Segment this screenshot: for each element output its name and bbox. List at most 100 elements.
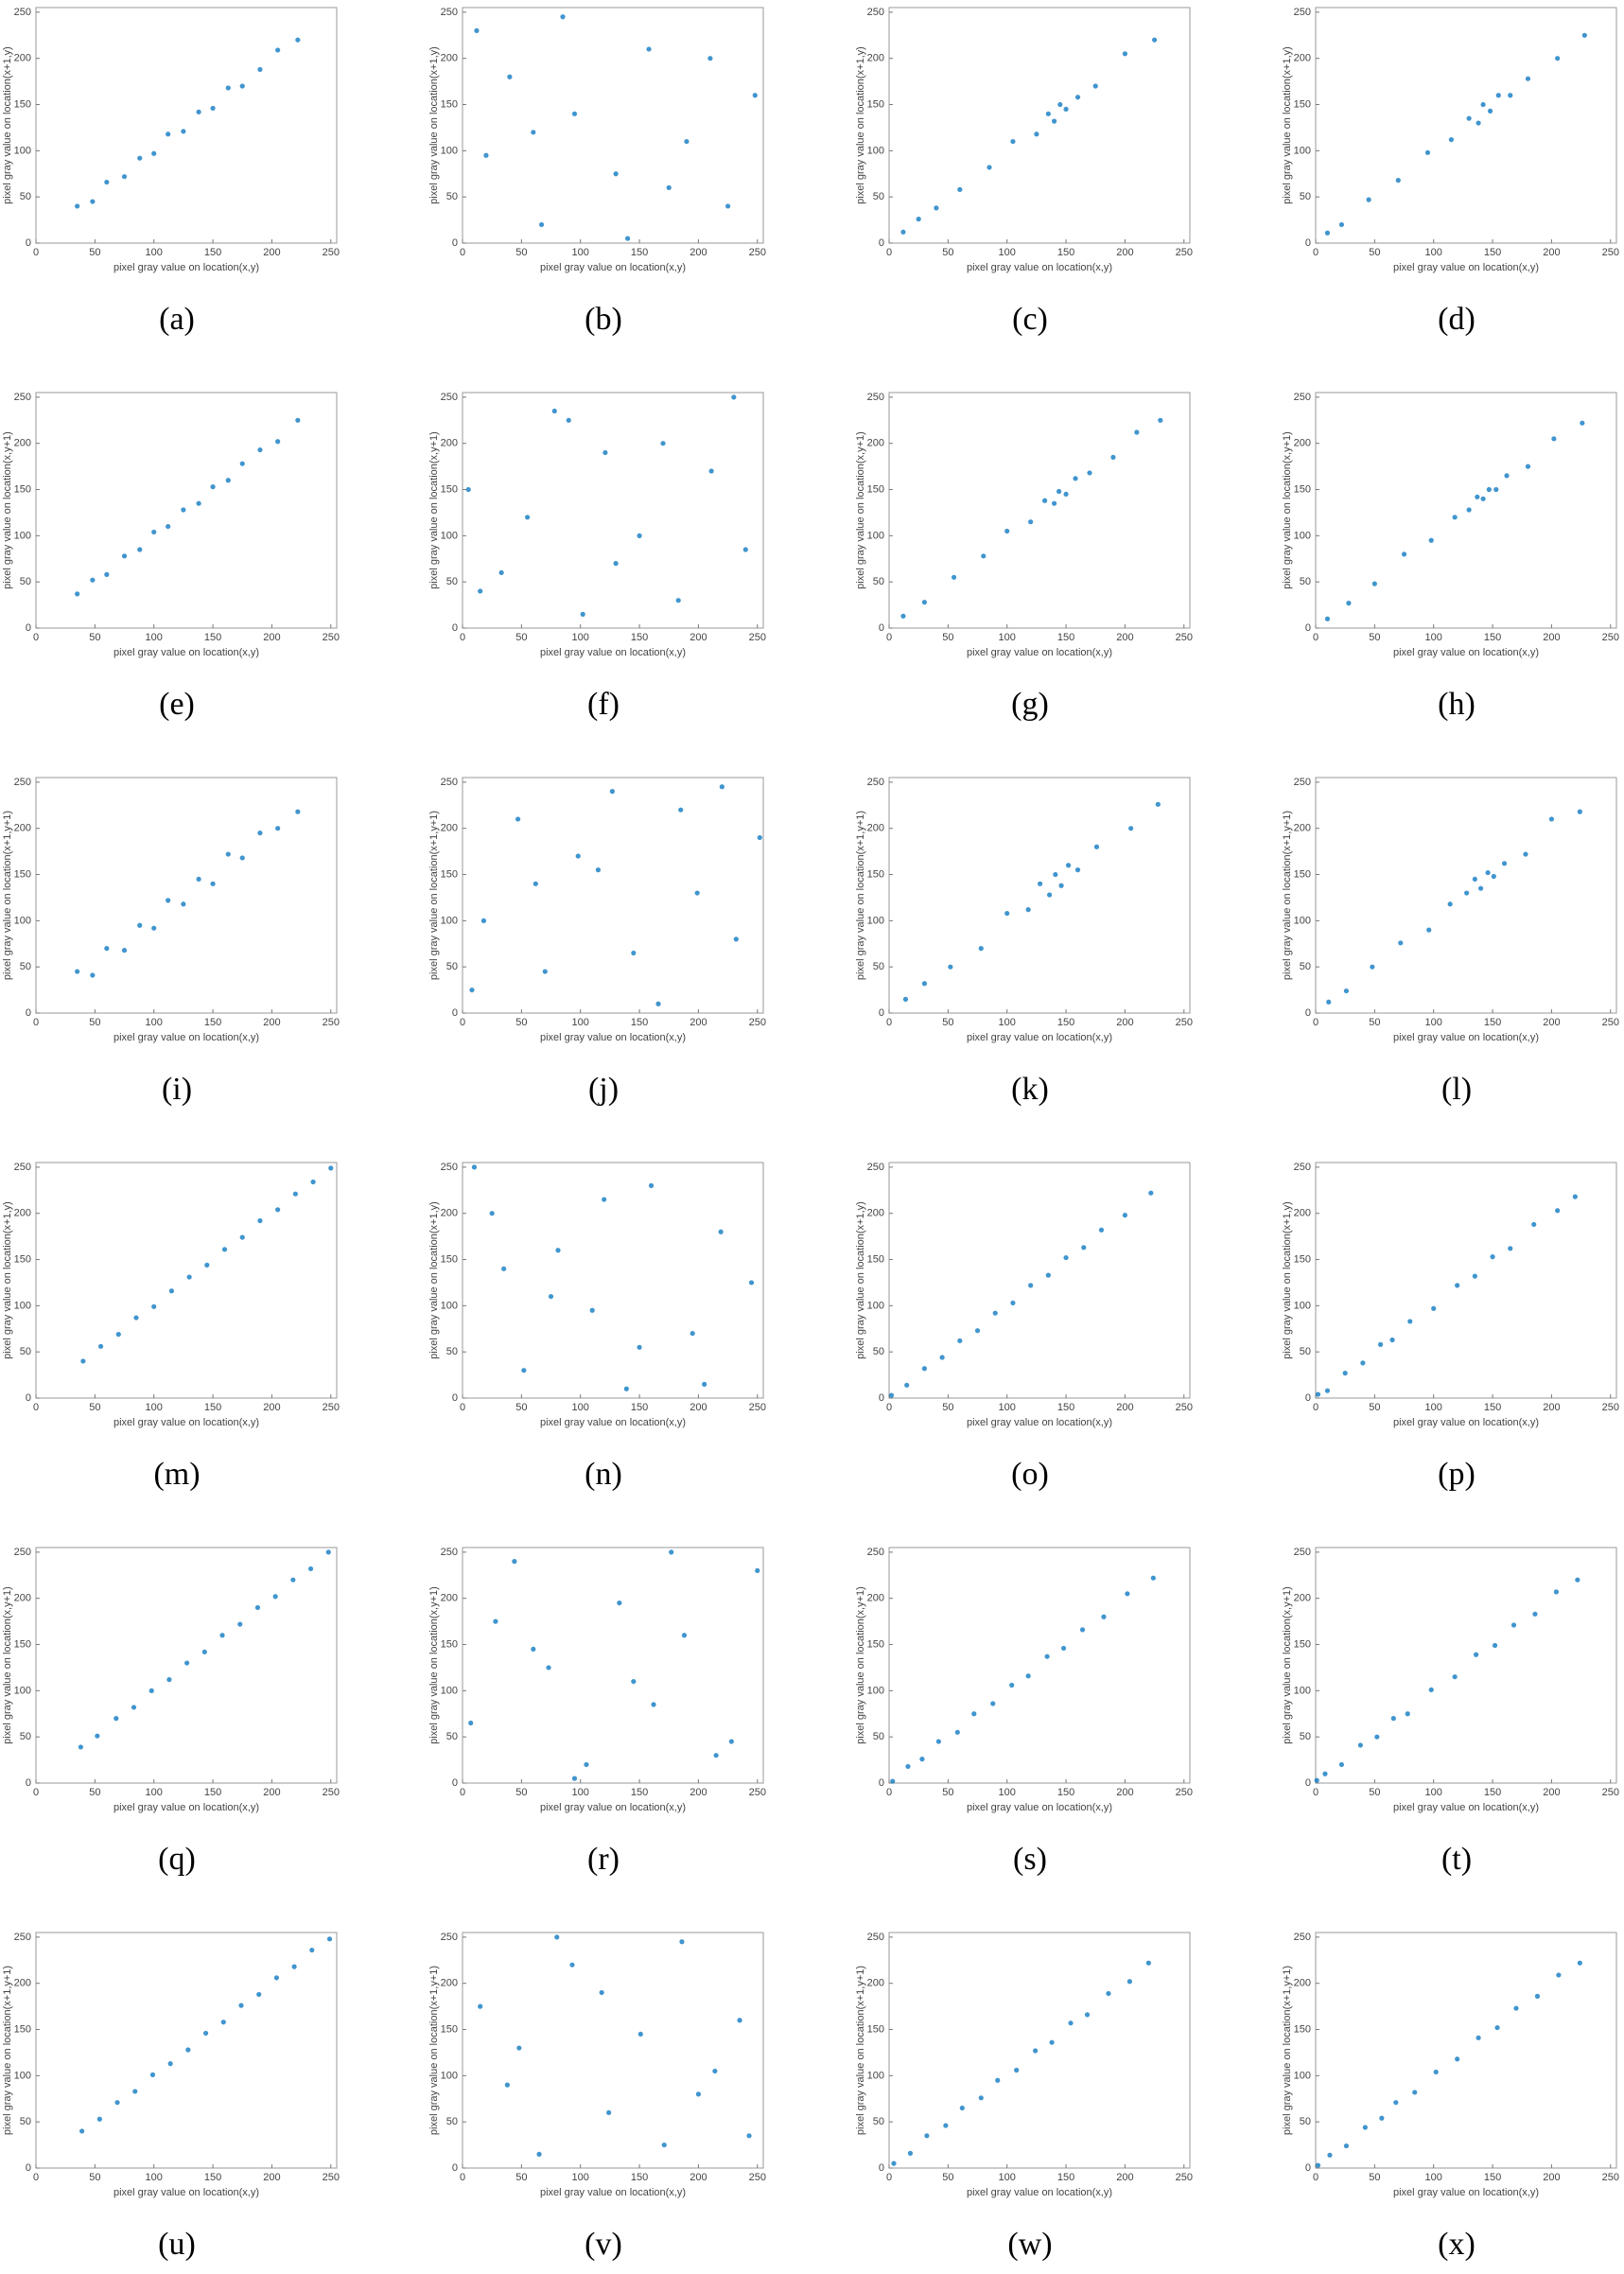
scatter-point (1360, 1360, 1366, 1366)
x-tick-label: 250 (1176, 247, 1193, 258)
scatter-point (210, 105, 216, 112)
x-tick-label: 50 (89, 1017, 100, 1028)
x-tick-label: 50 (515, 632, 527, 643)
scatter-point (935, 1739, 941, 1744)
scatter-point (1343, 2143, 1350, 2149)
x-tick-label: 200 (1116, 2172, 1133, 2183)
y-tick-label: 50 (446, 1346, 458, 1357)
y-tick-label: 150 (441, 868, 458, 880)
y-tick-label: 50 (1300, 576, 1311, 587)
y-tick-label: 250 (1294, 7, 1311, 18)
scatter-point (148, 1688, 154, 1693)
scatter-point (737, 2018, 742, 2023)
scatter-point (1346, 601, 1352, 606)
scatter-point (695, 2091, 702, 2097)
y-tick-label: 200 (441, 1978, 458, 1989)
y-tick-label: 150 (867, 2023, 884, 2035)
y-axis-label: pixel gray value on location(x+1,y+1) (855, 1966, 866, 2135)
y-tick-label: 100 (14, 2070, 31, 2081)
y-axis-label: pixel gray value on location(x,y+1) (428, 431, 440, 589)
y-tick-label: 150 (441, 98, 458, 110)
scatter-point (943, 2123, 949, 2128)
x-tick-label: 50 (1369, 1787, 1380, 1798)
y-tick-label: 250 (14, 7, 31, 18)
scatter-point (1474, 1652, 1479, 1657)
scatter-point (1487, 108, 1493, 114)
scatter-point (959, 2105, 965, 2111)
y-axis-label: pixel gray value on location(x+1,y+1) (2, 1966, 13, 2135)
y-tick-label: 50 (446, 2116, 458, 2127)
scatter-point (1155, 801, 1161, 807)
scatter-point (661, 2142, 667, 2148)
panel: 0 50 100 150 200 250 0 50 100 150 200 250 pixel gray… (1282, 392, 1619, 722)
x-tick-label: 0 (886, 1402, 892, 1413)
scatter-point (1412, 2090, 1418, 2095)
scatter-point (1093, 844, 1100, 849)
y-axis-label: pixel gray value on location(x+1,y+1) (428, 1966, 440, 2135)
scatter-point (225, 478, 231, 483)
scatter-point (1428, 537, 1434, 543)
x-tick-label: 50 (89, 2172, 100, 2183)
scatter-point (292, 1191, 298, 1197)
y-axis-label: pixel gray value on location(x+1,y+1) (855, 811, 866, 980)
y-tick-label: 200 (1294, 823, 1311, 834)
x-axis-label: pixel gray value on location(x,y) (967, 647, 1112, 658)
scatter-point (181, 507, 186, 513)
scatter-point (1357, 1742, 1363, 1748)
scatter-point (309, 1947, 315, 1953)
y-tick-label: 150 (1294, 1638, 1311, 1650)
scatter-point (757, 834, 762, 841)
x-tick-label: 200 (690, 632, 707, 643)
scatter-point (131, 1705, 137, 1710)
scatter-point (733, 936, 739, 942)
scatter-point (675, 598, 681, 603)
scatter-point (1379, 2115, 1385, 2121)
x-tick-label: 100 (572, 1017, 589, 1028)
scatter-point (196, 109, 201, 114)
y-tick-label: 0 (26, 237, 31, 249)
scatter-point (137, 155, 143, 161)
scatter-point (951, 574, 957, 580)
panel-caption: (v) (585, 2227, 622, 2262)
x-axis-label: pixel gray value on location(x,y) (114, 1802, 259, 1813)
x-tick-label: 50 (515, 1402, 527, 1413)
y-tick-label: 150 (867, 1638, 884, 1650)
scatter-point (1009, 1682, 1015, 1688)
scatter-point (554, 1934, 560, 1940)
y-tick-label: 0 (1305, 1777, 1311, 1789)
scatter-point (478, 2003, 483, 2009)
y-tick-label: 150 (441, 2023, 458, 2035)
x-tick-label: 0 (460, 2172, 465, 2183)
scatter-point (888, 1392, 895, 1398)
y-tick-label: 150 (14, 98, 31, 110)
scatter-point (291, 1964, 297, 1969)
scatter-point (584, 1761, 589, 1768)
scatter-point (1051, 118, 1057, 124)
scatter-point (90, 972, 96, 978)
plot-frame (462, 7, 764, 244)
scatter-point (1476, 2035, 1481, 2040)
scatter-point (290, 1577, 296, 1583)
scatter-point (934, 205, 939, 211)
plot-frame (1315, 1932, 1617, 2169)
panel-caption: (a) (159, 302, 195, 337)
x-tick-label: 250 (1602, 632, 1619, 643)
scatter-point (748, 1280, 755, 1286)
scatter-point (489, 1211, 495, 1216)
y-axis-label: pixel gray value on location(x+1,y+1) (1282, 1966, 1293, 2135)
y-tick-label: 100 (867, 145, 884, 156)
panel: 0 50 100 150 200 250 0 50 100 150 200 250 pixel gray… (428, 1932, 766, 2262)
y-tick-label: 50 (1300, 1731, 1311, 1742)
y-tick-label: 200 (441, 823, 458, 834)
x-tick-label: 0 (460, 632, 465, 643)
scatter-point (114, 2100, 120, 2106)
scatter-point (186, 1274, 192, 1280)
scatter-point (184, 1660, 190, 1666)
y-tick-label: 50 (446, 191, 458, 202)
scatter-point (483, 152, 489, 158)
panel: 0 50 100 150 200 250 0 50 100 150 200 250 pixel gray… (2, 7, 340, 337)
scatter-point (1575, 1577, 1580, 1583)
scatter-point (256, 1991, 262, 1998)
scatter-point (132, 2089, 138, 2094)
scatter-point (900, 229, 906, 235)
